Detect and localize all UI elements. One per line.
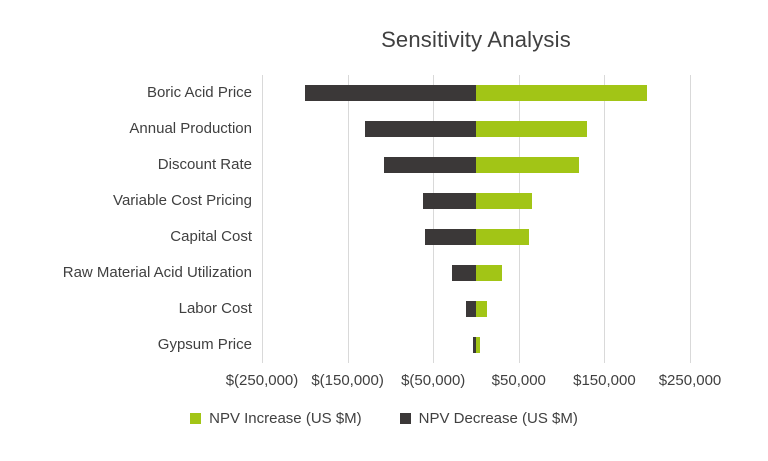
- legend-label-decrease: NPV Decrease (US $M): [418, 410, 578, 427]
- gridline: [604, 75, 606, 363]
- npv-increase-bar: [476, 85, 648, 101]
- gridline: [690, 75, 691, 363]
- legend: NPV Increase (US $M) NPV Decrease (US $M…: [0, 410, 768, 427]
- npv-increase-bar: [476, 301, 488, 317]
- x-axis-tick-label: $250,000: [658, 372, 722, 389]
- legend-item-npv-increase: NPV Increase (US $M): [190, 410, 362, 427]
- x-axis-tick-label: $(50,000): [401, 372, 466, 389]
- legend-item-npv-decrease: NPV Decrease (US $M): [399, 410, 578, 427]
- npv-decrease-bar: [472, 337, 476, 353]
- npv-decrease-bar: [383, 157, 476, 173]
- npv-increase-bar: [476, 229, 530, 245]
- x-axis-tick-label: $(250,000): [225, 372, 299, 389]
- category-label: Gypsum Price: [157, 336, 252, 353]
- category-label: Labor Cost: [178, 300, 252, 317]
- gridline: [347, 75, 349, 363]
- npv-increase-bar: [476, 121, 588, 137]
- x-axis-tick-label: $(150,000): [311, 372, 384, 389]
- x-axis-tick-label: $50,000: [491, 372, 546, 389]
- gridline: [433, 75, 435, 363]
- category-label: Capital Cost: [170, 228, 252, 245]
- npv-decrease-bar: [422, 193, 476, 209]
- npv-decrease-bar: [465, 301, 476, 317]
- npv-decrease-bar: [424, 229, 476, 245]
- category-label: Discount Rate: [157, 156, 252, 173]
- npv-increase-bar: [476, 337, 481, 353]
- chart-title: Sensitivity Analysis: [381, 27, 571, 52]
- legend-swatch-decrease-icon: [399, 413, 411, 424]
- npv-decrease-bar: [304, 85, 476, 101]
- category-label: Variable Cost Pricing: [113, 192, 252, 209]
- x-axis-tick-label: $150,000: [573, 372, 636, 389]
- category-label: Raw Material Acid Utilization: [62, 264, 252, 281]
- npv-increase-bar: [476, 157, 579, 173]
- npv-decrease-bar: [452, 265, 476, 281]
- legend-label-increase: NPV Increase (US $M): [209, 410, 362, 427]
- gridline: [518, 75, 520, 363]
- npv-increase-bar: [476, 265, 502, 281]
- npv-decrease-bar: [364, 121, 476, 137]
- category-label: Annual Production: [129, 120, 252, 137]
- legend-swatch-increase-icon: [190, 413, 202, 424]
- category-label: Boric Acid Price: [146, 84, 252, 101]
- gridline: [262, 75, 263, 363]
- npv-increase-bar: [476, 193, 532, 209]
